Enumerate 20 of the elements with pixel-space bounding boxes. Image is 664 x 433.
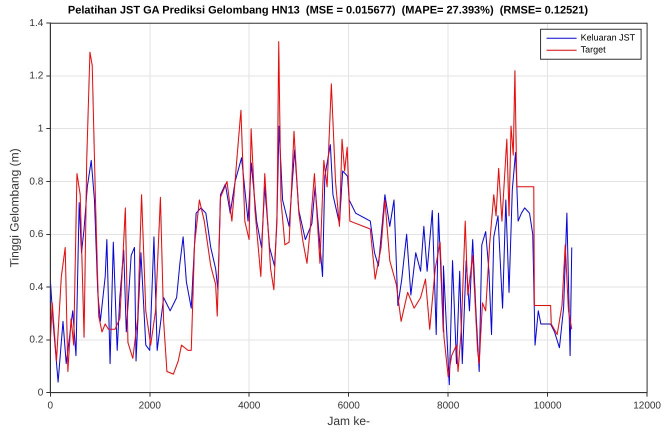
- y-tick-label: 0: [38, 387, 44, 398]
- y-tick-label: 0.6: [29, 229, 44, 240]
- x-tick-label: 10000: [534, 400, 562, 412]
- x-tick-label: 6000: [338, 400, 360, 412]
- y-tick-label: 1.2: [29, 70, 44, 82]
- x-tick-label: 0: [48, 400, 54, 412]
- y-tick-label: 1.4: [29, 18, 44, 29]
- x-tick-label: 4000: [238, 400, 261, 412]
- legend-label: Keluaran JST: [580, 32, 636, 43]
- x-tick-label: 12000: [633, 400, 662, 412]
- x-axis-title: Jam ke-: [327, 414, 370, 428]
- y-tick-label: 1: [38, 123, 44, 134]
- x-tick-label: 8000: [437, 400, 460, 412]
- x-tick-label: 2000: [138, 400, 162, 412]
- y-tick-label: 0.2: [29, 334, 44, 346]
- y-tick-label: 0.4: [29, 282, 44, 293]
- chart-title: Pelatihan JST GA Prediksi Gelombang HN13 (MSE = 0.015677) (MAPE= 27.393%) (RMSE= 0.12521): [68, 4, 588, 17]
- y-tick-label: 0.8: [29, 176, 44, 188]
- y-axis-title: Tinggi Gelombang (m): [8, 148, 22, 268]
- legend-label: Target: [580, 44, 606, 55]
